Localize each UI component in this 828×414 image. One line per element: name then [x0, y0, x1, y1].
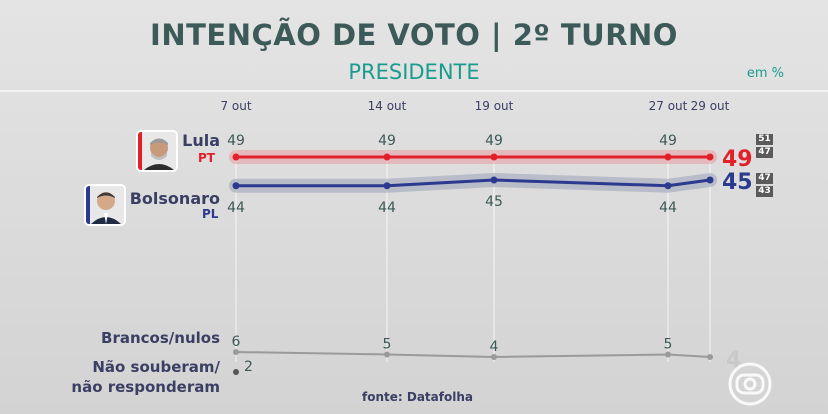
series-point-0-1	[383, 153, 391, 161]
data-label-0-1: 49	[378, 133, 396, 149]
candidate-party-lula: PT	[198, 151, 215, 165]
series-point-2-3	[665, 351, 671, 358]
series-point-0-0	[232, 153, 240, 161]
data-label-1-2: 45	[485, 194, 503, 210]
lula-photo-icon	[138, 132, 176, 170]
data-label-2-3: 5	[664, 337, 673, 353]
header-divider	[0, 90, 828, 92]
data-label-0-0: 49	[227, 133, 245, 149]
nao-souberam-label-line2: não responderam	[71, 378, 220, 396]
series-point-0-2	[490, 153, 498, 161]
series-point-2-2	[491, 354, 497, 360]
chart-title: INTENÇÃO DE VOTO | 2º TURNO	[150, 18, 678, 52]
series-point-1-1	[383, 182, 391, 190]
chart-subtitle: PRESIDENTE	[348, 60, 480, 84]
series-point-2-0	[233, 349, 239, 355]
globo-logo-icon	[722, 362, 778, 410]
data-label-1-1: 44	[378, 200, 396, 216]
x-tick-label-4: 29 out	[691, 99, 730, 113]
series-line-2	[235, 351, 711, 359]
candidate-name-bolsonaro: Bolsonaro	[129, 189, 220, 208]
data-label-2-0: 6	[232, 334, 241, 350]
lula-range-low: 47	[756, 147, 773, 158]
x-tick-label-1: 14 out	[368, 99, 407, 113]
x-tick-label-2: 19 out	[475, 99, 514, 113]
data-label-3-0: 2	[244, 359, 253, 375]
bolsonaro-range-high: 47	[756, 173, 773, 184]
brancos-nulos-label: Brancos/nulos	[101, 329, 220, 347]
series-point-0-3	[664, 153, 672, 161]
data-label-2-2: 4	[490, 339, 499, 355]
source-label: fonte: Datafolha	[362, 390, 473, 404]
candidate-party-bolsonaro: PL	[202, 207, 219, 221]
series-point-1-0	[232, 182, 240, 190]
series-point-1-3	[664, 182, 672, 190]
data-label-1-0: 44	[227, 200, 245, 216]
series-point-1-4	[706, 176, 714, 184]
lula-range-high: 51	[756, 134, 773, 145]
series-point-2-4	[707, 354, 713, 360]
x-tick-label-3: 27 out	[649, 99, 688, 113]
data-label-0-2: 49	[485, 133, 503, 149]
nao-souberam-label-line1: Não souberam/	[92, 358, 220, 376]
candidate-name-lula: Lula	[182, 131, 220, 150]
data-label-0-4: 49	[722, 147, 753, 172]
data-label-1-3: 44	[659, 200, 677, 216]
series-point-2-1	[384, 351, 390, 358]
data-label-2-1: 5	[383, 337, 392, 353]
bolsonaro-range-low: 43	[756, 186, 773, 197]
bolsonaro-photo-icon	[86, 186, 124, 224]
series-point-3-0	[233, 369, 239, 375]
data-label-1-4: 45	[722, 170, 753, 195]
unit-label: em %	[746, 66, 784, 81]
data-label-0-3: 49	[659, 133, 677, 149]
series-point-0-4	[706, 153, 714, 161]
series-point-1-2	[490, 176, 498, 184]
x-tick-label-0: 7 out	[220, 99, 251, 113]
